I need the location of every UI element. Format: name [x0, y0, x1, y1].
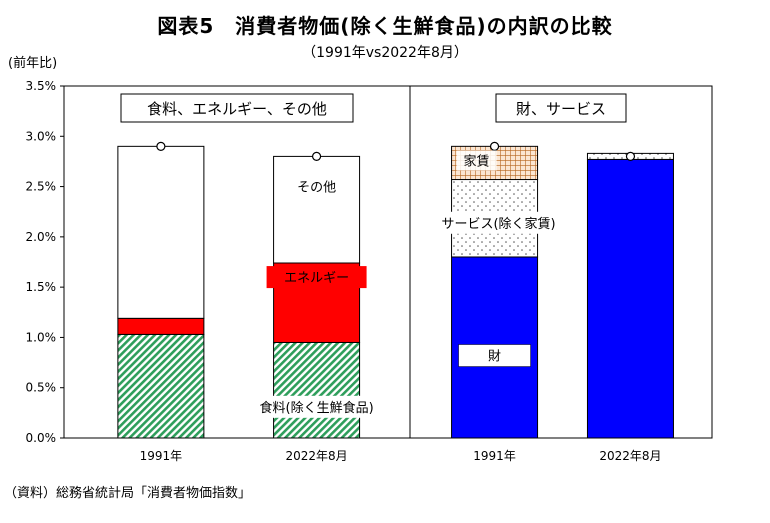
- bar-label-services: サービス(除く家賃): [441, 216, 555, 232]
- bar-segment: [273, 155, 361, 264]
- x-tick-label: 2022年8月: [599, 449, 661, 463]
- total-marker: [625, 151, 636, 161]
- bar-segment: [273, 341, 361, 439]
- bar-label-energy: エネルギー: [284, 271, 349, 286]
- bar-label-rent: 家賃: [464, 153, 490, 169]
- total-marker: [156, 141, 166, 151]
- y-tick-label: 2.5%: [26, 180, 57, 194]
- bar-label-rent-bg: [456, 150, 497, 171]
- bar-label-food-bg: [242, 395, 391, 418]
- bar-label-food: 食料(除く生鮮食品): [260, 400, 374, 416]
- source-note: （資料）総務省統計局「消費者物価指数」: [4, 486, 252, 501]
- bar-label-other: その他: [297, 181, 336, 196]
- y-tick-label: 0.0%: [26, 431, 57, 445]
- y-tick-label: 1.0%: [26, 330, 57, 344]
- y-tick-label: 0.5%: [26, 381, 57, 395]
- y-tick-label: 3.5%: [26, 79, 57, 93]
- total-marker: [311, 151, 322, 161]
- chart-subtitle: （1991年vs2022年8月）: [302, 45, 468, 61]
- y-unit-label: (前年比): [8, 56, 58, 71]
- bar-segment: [117, 145, 205, 319]
- bar-segment: [117, 317, 205, 335]
- plot-frame: [63, 85, 713, 439]
- x-tick-label: 2022年8月: [285, 449, 347, 463]
- chart-title: 図表5 消費者物価(除く生鮮食品)の内訳の比較: [157, 14, 613, 38]
- bar-label-energy-bg: [266, 266, 367, 289]
- panel-label-box: [120, 93, 354, 123]
- panel-label: 財、サービス: [516, 100, 606, 118]
- x-tick-label: 1991年: [140, 449, 183, 463]
- bar-label-goods-bg: [458, 344, 531, 367]
- bar-segment: [117, 333, 205, 439]
- y-tick-label: 3.0%: [26, 129, 57, 143]
- bar-label-goods: 財: [488, 350, 501, 365]
- y-tick-label: 2.0%: [26, 230, 57, 244]
- x-tick-label: 1991年: [473, 449, 516, 463]
- bar-label-services-bg: [428, 211, 569, 234]
- bar-segment: [586, 158, 674, 439]
- total-marker: [489, 141, 500, 151]
- y-tick-label: 1.5%: [26, 280, 57, 294]
- panel-label: 食料、エネルギー、その他: [147, 100, 327, 118]
- panel-label-box: [495, 93, 627, 123]
